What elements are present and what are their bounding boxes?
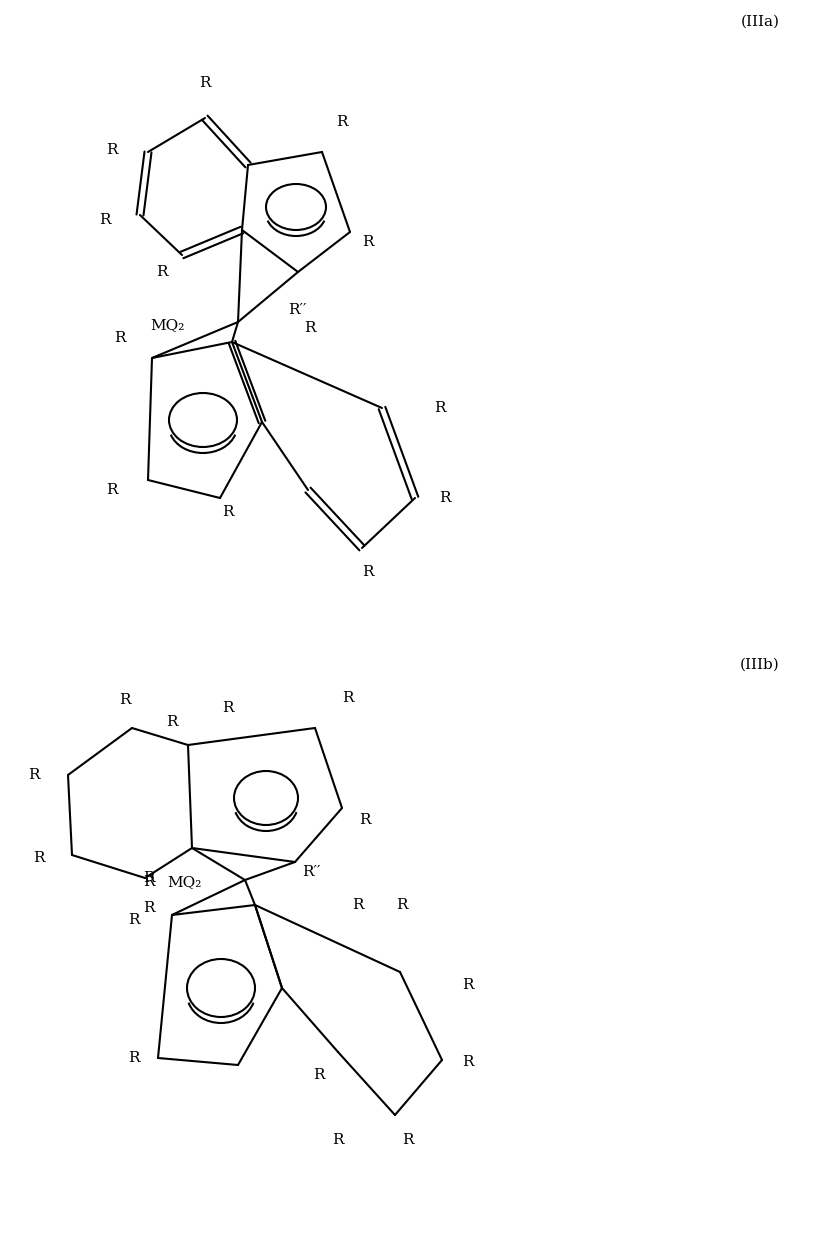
Text: R: R	[129, 1051, 140, 1065]
Text: MQ₂: MQ₂	[167, 875, 202, 889]
Text: R: R	[34, 851, 45, 865]
Text: R: R	[337, 115, 348, 129]
Text: R: R	[200, 76, 210, 90]
Text: R: R	[434, 401, 446, 415]
Text: R: R	[106, 143, 118, 157]
Text: R: R	[462, 978, 474, 992]
Text: R: R	[304, 321, 316, 335]
Text: R: R	[144, 875, 155, 889]
Text: R: R	[167, 715, 177, 729]
Text: R: R	[106, 483, 118, 497]
Text: R: R	[29, 767, 40, 782]
Text: R: R	[359, 813, 370, 826]
Text: R: R	[120, 693, 130, 707]
Text: R: R	[462, 1055, 474, 1068]
Text: R: R	[342, 691, 354, 705]
Text: R: R	[396, 898, 408, 912]
Text: R: R	[222, 505, 233, 519]
Text: R: R	[362, 566, 374, 579]
Text: R′′: R′′	[302, 865, 320, 879]
Text: R: R	[114, 331, 125, 345]
Text: R: R	[403, 1134, 414, 1147]
Text: (IIIa): (IIIa)	[741, 15, 780, 29]
Text: R: R	[144, 872, 155, 885]
Text: (IIIb): (IIIb)	[740, 658, 780, 672]
Text: R: R	[439, 492, 450, 505]
Text: R′′: R′′	[288, 303, 307, 317]
Text: R: R	[314, 1068, 325, 1082]
Text: R: R	[362, 234, 374, 250]
Text: R: R	[352, 898, 364, 912]
Text: MQ₂: MQ₂	[151, 319, 185, 332]
Text: R: R	[129, 913, 140, 927]
Text: R: R	[144, 902, 155, 915]
Text: R: R	[99, 213, 111, 227]
Text: R: R	[222, 701, 233, 715]
Text: R: R	[156, 265, 167, 278]
Text: R: R	[332, 1134, 344, 1147]
